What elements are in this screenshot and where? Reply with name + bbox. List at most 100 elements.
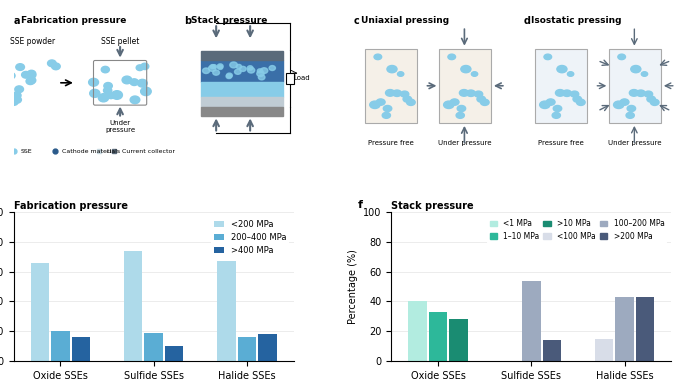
Ellipse shape bbox=[269, 66, 275, 71]
Text: a: a bbox=[14, 16, 20, 26]
Ellipse shape bbox=[450, 99, 459, 105]
Text: Stack pressure: Stack pressure bbox=[191, 16, 267, 25]
Ellipse shape bbox=[393, 90, 401, 97]
Ellipse shape bbox=[474, 91, 483, 97]
Text: Fabrication pressure: Fabrication pressure bbox=[21, 16, 127, 25]
Ellipse shape bbox=[27, 72, 36, 78]
Ellipse shape bbox=[620, 99, 629, 105]
Bar bbox=[201, 51, 283, 60]
Ellipse shape bbox=[461, 65, 471, 73]
Ellipse shape bbox=[546, 99, 555, 105]
Ellipse shape bbox=[407, 99, 415, 105]
Ellipse shape bbox=[650, 99, 659, 105]
Ellipse shape bbox=[401, 91, 409, 97]
Ellipse shape bbox=[107, 92, 115, 99]
Text: SSE powder: SSE powder bbox=[10, 37, 55, 46]
Text: d: d bbox=[523, 16, 530, 26]
Bar bbox=[636, 297, 654, 361]
Text: Cathode materials: Cathode materials bbox=[62, 149, 121, 154]
Ellipse shape bbox=[630, 90, 638, 96]
Bar bbox=[609, 49, 661, 123]
Text: Uniaxial pressing: Uniaxial pressing bbox=[361, 16, 449, 25]
Bar bbox=[408, 301, 427, 361]
Ellipse shape bbox=[140, 87, 151, 96]
Ellipse shape bbox=[130, 96, 140, 104]
Ellipse shape bbox=[577, 99, 585, 105]
Text: Load: Load bbox=[293, 75, 310, 81]
Ellipse shape bbox=[136, 65, 143, 71]
Text: Pressure free: Pressure free bbox=[368, 140, 414, 146]
Ellipse shape bbox=[556, 90, 564, 96]
Ellipse shape bbox=[208, 65, 216, 71]
Ellipse shape bbox=[51, 63, 60, 70]
Bar bbox=[449, 319, 468, 361]
Ellipse shape bbox=[460, 90, 469, 96]
Ellipse shape bbox=[15, 86, 23, 93]
Bar bbox=[365, 49, 417, 123]
Ellipse shape bbox=[247, 66, 253, 70]
Bar bbox=[258, 334, 277, 361]
Ellipse shape bbox=[229, 62, 238, 68]
Ellipse shape bbox=[258, 75, 265, 80]
Ellipse shape bbox=[540, 101, 550, 109]
Ellipse shape bbox=[636, 90, 645, 97]
Text: Under pressure: Under pressure bbox=[438, 140, 491, 146]
Ellipse shape bbox=[234, 69, 241, 74]
Ellipse shape bbox=[226, 74, 232, 79]
Ellipse shape bbox=[370, 101, 380, 109]
Ellipse shape bbox=[247, 68, 255, 73]
Ellipse shape bbox=[22, 71, 30, 78]
Text: Isostatic pressing: Isostatic pressing bbox=[531, 16, 621, 25]
Ellipse shape bbox=[444, 101, 454, 109]
Text: b: b bbox=[184, 16, 190, 26]
Ellipse shape bbox=[562, 90, 571, 97]
Text: Stack pressure: Stack pressure bbox=[391, 201, 474, 211]
Ellipse shape bbox=[573, 96, 582, 102]
Ellipse shape bbox=[213, 70, 219, 75]
Ellipse shape bbox=[374, 54, 382, 60]
Ellipse shape bbox=[552, 112, 560, 118]
Bar bbox=[201, 60, 283, 82]
Bar bbox=[145, 333, 163, 361]
Legend: <1 MPa, 1–10 MPa, >10 MPa, <100 MPa, 100–200 MPa, >200 MPa: <1 MPa, 1–10 MPa, >10 MPa, <100 MPa, 100… bbox=[486, 216, 667, 244]
Ellipse shape bbox=[212, 65, 216, 68]
Ellipse shape bbox=[571, 91, 579, 97]
Bar bbox=[201, 107, 283, 116]
Ellipse shape bbox=[382, 112, 390, 118]
Ellipse shape bbox=[26, 78, 35, 84]
Ellipse shape bbox=[567, 72, 574, 76]
Ellipse shape bbox=[260, 68, 268, 73]
Bar bbox=[439, 49, 491, 123]
Bar bbox=[543, 340, 561, 361]
Ellipse shape bbox=[203, 68, 210, 73]
Ellipse shape bbox=[88, 78, 99, 86]
Ellipse shape bbox=[103, 87, 112, 94]
Ellipse shape bbox=[457, 106, 466, 112]
Y-axis label: Percentage (%): Percentage (%) bbox=[348, 249, 358, 324]
Ellipse shape bbox=[27, 77, 36, 84]
Ellipse shape bbox=[6, 72, 15, 79]
Ellipse shape bbox=[218, 65, 223, 70]
Ellipse shape bbox=[386, 90, 395, 96]
Ellipse shape bbox=[448, 54, 456, 60]
Text: Li: Li bbox=[107, 149, 112, 154]
Bar bbox=[536, 49, 587, 123]
Ellipse shape bbox=[480, 99, 489, 105]
Bar bbox=[31, 263, 49, 361]
Bar bbox=[217, 261, 236, 361]
Ellipse shape bbox=[47, 60, 56, 66]
Ellipse shape bbox=[16, 64, 25, 70]
Ellipse shape bbox=[236, 64, 242, 69]
Ellipse shape bbox=[141, 63, 149, 70]
Bar bbox=[72, 337, 90, 361]
Ellipse shape bbox=[387, 65, 397, 73]
Bar bbox=[615, 297, 634, 361]
Ellipse shape bbox=[627, 106, 636, 112]
Ellipse shape bbox=[210, 65, 215, 69]
Text: SSE: SSE bbox=[21, 149, 33, 154]
Ellipse shape bbox=[544, 54, 551, 60]
Ellipse shape bbox=[618, 54, 625, 60]
Ellipse shape bbox=[471, 72, 477, 76]
Ellipse shape bbox=[122, 76, 132, 84]
Ellipse shape bbox=[645, 91, 653, 97]
